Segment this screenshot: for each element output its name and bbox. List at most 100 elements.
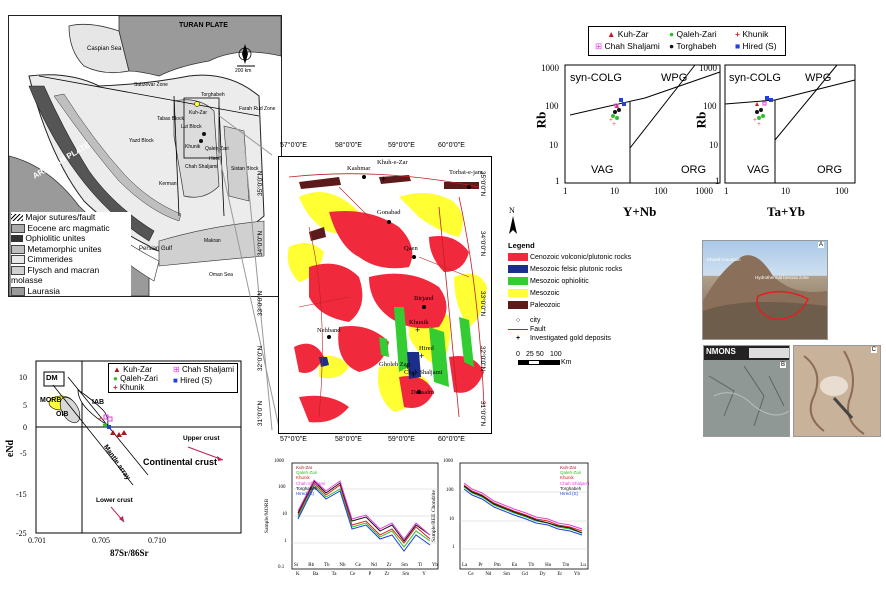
legend-label: Khunik	[560, 475, 574, 481]
field-label: WPG	[805, 72, 832, 84]
xtick: Lu	[580, 563, 586, 568]
legend-label: Major sutures/fault	[25, 212, 96, 222]
legend-label: Qaleh-Zari	[120, 374, 158, 383]
legend-label: Khunik	[742, 29, 769, 39]
ytick: -5	[20, 449, 27, 458]
hired-label: Hired	[209, 156, 221, 162]
geomap-north-arrow-icon: N	[506, 206, 520, 236]
xtick: Pr	[478, 563, 483, 568]
photo-a-svg	[703, 255, 827, 339]
xlabel: 87Sr/86Sr	[110, 548, 149, 558]
legend-item: ■ Hired (S)	[173, 376, 212, 385]
photo-b-letter: B	[779, 362, 786, 368]
legend-label: Kuh-Zar	[296, 465, 313, 470]
field-label: WPG	[661, 72, 688, 84]
place-label: Birjand	[414, 295, 434, 302]
ytick: 1000	[274, 459, 284, 464]
xtick: Ho	[545, 563, 552, 568]
data-cluster: + +	[753, 96, 773, 128]
rb-vs-tayb-plot: + + Rb 1000 100 10 1 1 10 100 Ta+Yb syn-C…	[693, 60, 877, 230]
triangle-icon: ▲	[607, 29, 616, 39]
scale-tick: 0	[516, 351, 520, 358]
legend-label: Investigated gold deposits	[529, 335, 611, 342]
xtick: Nd	[485, 572, 492, 577]
xtick: Rb	[308, 563, 315, 568]
legend-row: ○ city	[508, 316, 658, 325]
tabas-label: Tabas Block	[157, 116, 184, 122]
ytick: 1000	[443, 459, 453, 464]
yazd-label: Yazd Block	[129, 138, 154, 144]
legend-label: Mesozoic ophiolitic	[529, 278, 589, 285]
field-label: ORG	[817, 164, 843, 176]
legend-row: Ophiolitic unites	[11, 233, 131, 244]
photo-c-svg	[794, 346, 880, 436]
place-label: Khunik	[409, 319, 429, 326]
xtick: 1	[563, 186, 568, 196]
rb-plot-legend: ▲ Kuh-Zar ● Qaleh-Zari + Khunik ⊞ Chah S…	[588, 26, 786, 56]
xtick: La	[462, 563, 468, 568]
legend-item: ⊞ Chah Shaljami	[173, 365, 234, 374]
geomap-legend: Legend Cenozoic volconic/plutonic rocks …	[508, 240, 658, 367]
svg-text:+: +	[757, 120, 761, 128]
xtick: Tm	[562, 563, 570, 568]
legend-label: Eocene arc magmatic	[27, 222, 110, 233]
torghabeh-label: Torghabeh	[201, 92, 225, 98]
ylabel: Sample/MORB	[264, 498, 271, 534]
data-cluster: + +	[609, 98, 626, 128]
field-label: syn-COLG	[570, 72, 622, 84]
xtick: Nd	[370, 563, 377, 568]
xtick: Yb	[573, 572, 580, 577]
lut-label: Lut Block	[181, 124, 202, 130]
kerman-label: Kerman	[159, 181, 177, 187]
spider1-legend: Kuh-Zar Qaleh-Zari Khunik Chah Shaljami …	[296, 465, 325, 496]
xtick: P	[368, 572, 372, 577]
spider1-svg	[291, 462, 439, 570]
legend-label: Kuh-Zar	[123, 365, 153, 374]
photo-b-svg	[704, 346, 789, 427]
scale-unit: Km	[561, 359, 572, 366]
geomap-top-tick: 60°0'0"E	[438, 142, 465, 149]
field-label: VAG	[747, 164, 770, 176]
scale-tick: 100	[550, 351, 562, 358]
spider1-top-ticks: Sr Rb Th Nb Ce Nd Zr Sm Ti Yb	[294, 563, 438, 568]
persian-gulf-label: Persian Gulf	[139, 246, 173, 252]
legend-label: Qaleh-Zari	[560, 470, 582, 476]
xtick: Nb	[339, 563, 346, 568]
plus-icon: +	[113, 383, 118, 392]
svg-text:+: +	[609, 116, 613, 124]
scale-tick: 25	[526, 351, 534, 358]
circle-icon: ●	[113, 374, 118, 383]
qaleh-zari-label: Qaleh-Zari	[205, 146, 229, 152]
field-label: syn-COLG	[729, 72, 781, 84]
spider2-top-ticks: La Pr Pm Eu Tb Ho Tm Lu	[462, 563, 586, 568]
xtick: Sm	[401, 563, 408, 568]
photo-c-letter: C	[870, 347, 877, 353]
ytick: 100	[446, 488, 454, 493]
oman-sea-label: Oman Sea	[209, 272, 233, 278]
isotope-legend: ▲ Kuh-Zar ⊞ Chah Shaljami ● Qaleh-Zari ■…	[108, 363, 238, 393]
legend-item: ▲ Kuh-Zar	[113, 365, 152, 374]
ytick: 100	[278, 485, 286, 490]
geological-map: 57°0'0"E 58°0'0"E 59°0'0"E 60°0'0"E	[257, 140, 508, 450]
svg-text:+: +	[753, 116, 757, 124]
svg-text:+: +	[381, 174, 386, 184]
sabzevar-label: Sabzevar Zone	[134, 82, 168, 88]
legend-label: Metamorphic unites	[27, 243, 102, 254]
square-icon: ■	[173, 376, 178, 385]
legend-label: Khunik	[296, 475, 310, 481]
xtick: Ce	[355, 563, 361, 568]
place-label: Dehsalm	[411, 389, 435, 396]
xtick: Zr	[386, 563, 392, 568]
legend-label: Hired (S)	[180, 376, 213, 385]
legend-row: Metamorphic unites	[11, 244, 131, 255]
spider1-bottom-ticks: K Ba Ta Ce P Zr Sm Y	[296, 572, 426, 577]
ylabel: Rb	[693, 111, 709, 129]
photo-a-label: Hydrothermal breccia zone	[755, 275, 809, 280]
legend-label: Kuh-Zar	[617, 29, 649, 39]
ytick: 0	[23, 423, 27, 432]
spider2-bottom-ticks: Ce Nd Sm Gd Dy Er Yb	[468, 572, 580, 577]
scale-bar: 0 25 50 100 Km	[508, 349, 658, 367]
legend-row: Major sutures/fault	[11, 212, 131, 223]
place-label: Hired	[419, 345, 434, 352]
